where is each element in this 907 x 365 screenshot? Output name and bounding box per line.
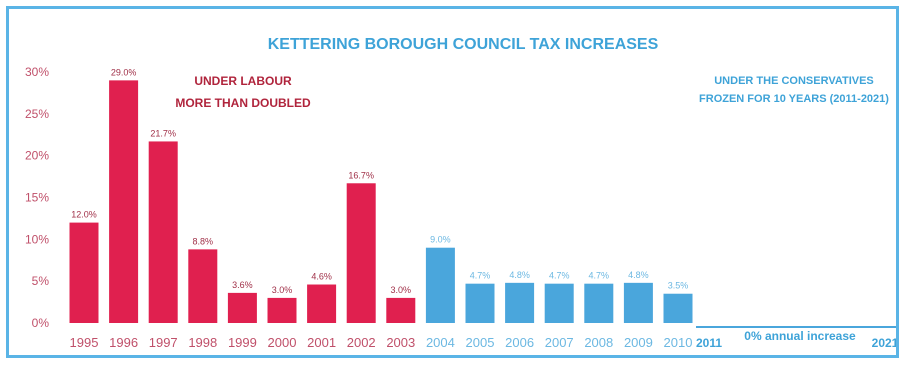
x-tick-label: 1995 xyxy=(70,335,99,350)
bar-1998 xyxy=(188,249,218,323)
x-tick-label: 2002 xyxy=(347,335,376,350)
bar-2010 xyxy=(663,293,693,323)
bar-2000 xyxy=(267,297,297,323)
bar-value-label: 4.8% xyxy=(628,270,649,280)
x-tick-label: 2000 xyxy=(268,335,297,350)
bar-2002 xyxy=(346,183,376,323)
bar-value-label: 8.8% xyxy=(193,236,214,246)
bar-value-label: 4.8% xyxy=(509,270,530,280)
y-axis: 0% 5% 10% 15% 20% 25% 30% xyxy=(25,65,49,330)
bar-chart: KETTERING BOROUGH COUNCIL TAX INCREASES … xyxy=(25,36,896,350)
y-tick-label: 25% xyxy=(25,107,49,121)
y-tick-label: 0% xyxy=(32,316,50,330)
chart-title: KETTERING BOROUGH COUNCIL TAX INCREASES xyxy=(268,36,659,53)
bar-value-label: 4.7% xyxy=(549,271,570,281)
labour-annotation: UNDER LABOUR MORE THAN DOUBLED xyxy=(175,74,311,110)
x-tick-label: 2003 xyxy=(386,335,415,350)
bar-value-label: 12.0% xyxy=(71,210,97,220)
bar-value-label: 3.6% xyxy=(232,280,253,290)
bar-2006 xyxy=(505,282,535,323)
frozen-period-label: 0% annual increase xyxy=(744,329,856,343)
x-tick-label: 2006 xyxy=(505,335,534,350)
y-tick-label: 10% xyxy=(25,232,49,246)
x-tick-label: 1997 xyxy=(149,335,178,350)
y-tick-label: 15% xyxy=(25,191,49,205)
bar-2008 xyxy=(584,283,614,323)
x-tick-label: 2007 xyxy=(545,335,574,350)
labour-annotation-line1: UNDER LABOUR xyxy=(194,74,292,88)
frozen-period: 2011 0% annual increase 2021 xyxy=(696,326,896,350)
bar-value-label: 21.7% xyxy=(150,128,176,138)
bar-value-label: 3.5% xyxy=(668,281,689,291)
bar-1997 xyxy=(148,141,178,323)
bar-value-label: 4.7% xyxy=(470,271,491,281)
frozen-end-label: 2021 xyxy=(872,336,896,350)
bar-value-label: 3.0% xyxy=(272,285,293,295)
bar-value-label: 4.7% xyxy=(589,271,610,281)
y-tick-label: 30% xyxy=(25,65,49,79)
x-tick-label: 2005 xyxy=(466,335,495,350)
x-tick-label: 1998 xyxy=(188,335,217,350)
bar-2005 xyxy=(465,283,495,323)
x-tick-label: 2009 xyxy=(624,335,653,350)
value-labels: 12.0% 29.0% 21.7% 8.8% 3.6% 3.0% 4.6% 16.7% 3.0%… xyxy=(71,67,688,295)
labour-annotation-line2: MORE THAN DOUBLED xyxy=(175,96,311,110)
bar-1996 xyxy=(109,80,139,323)
bar-1995 xyxy=(69,222,99,323)
bar-2001 xyxy=(307,284,337,323)
bar-value-label: 16.7% xyxy=(348,170,374,180)
frozen-start-label: 2011 xyxy=(696,336,722,350)
x-axis-labels: 1995 1996 1997 1998 1999 2000 2001 2002 2003 2004… xyxy=(70,335,693,350)
bar-2007 xyxy=(544,283,574,323)
bar-2004 xyxy=(425,247,455,323)
bar-value-label: 9.0% xyxy=(430,235,451,245)
bar-2003 xyxy=(386,297,416,323)
y-tick-label: 5% xyxy=(32,274,50,288)
bars xyxy=(69,80,693,323)
bar-2009 xyxy=(623,282,653,323)
x-tick-label: 1999 xyxy=(228,335,257,350)
x-tick-label: 2010 xyxy=(664,335,693,350)
x-tick-label: 2008 xyxy=(584,335,613,350)
y-tick-label: 20% xyxy=(25,149,49,163)
bar-value-label: 4.6% xyxy=(311,272,332,282)
conservative-annotation: UNDER THE CONSERVATIVES FROZEN FOR 10 YE… xyxy=(699,75,889,105)
chart-frame: KETTERING BOROUGH COUNCIL TAX INCREASES … xyxy=(6,6,899,358)
x-tick-label: 2004 xyxy=(426,335,455,350)
x-tick-label: 1996 xyxy=(109,335,138,350)
bar-value-label: 29.0% xyxy=(111,67,137,77)
bar-value-label: 3.0% xyxy=(391,285,412,295)
conservative-annotation-line2: FROZEN FOR 10 YEARS (2011-2021) xyxy=(699,93,889,105)
x-tick-label: 2001 xyxy=(307,335,336,350)
bar-1999 xyxy=(227,292,257,323)
conservative-annotation-line1: UNDER THE CONSERVATIVES xyxy=(714,75,874,87)
